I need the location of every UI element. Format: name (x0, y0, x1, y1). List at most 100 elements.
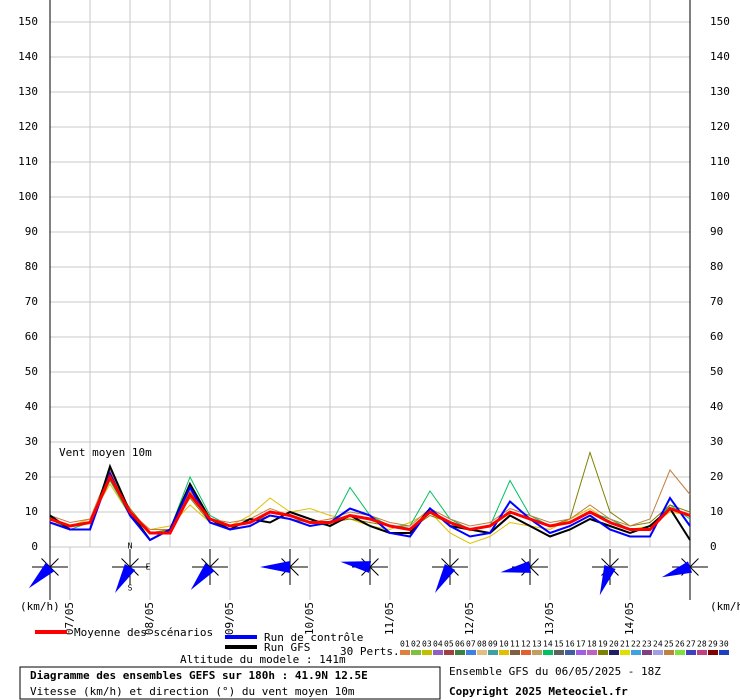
chart-title: Diagramme des ensembles GEFS sur 180h : … (30, 669, 368, 682)
title-box (19, 666, 441, 700)
y-tick-label-right: 120 (710, 120, 730, 133)
perturbation-label: 06 (455, 640, 465, 649)
perturbation-swatch (719, 650, 729, 655)
y-tick-label-right: 100 (710, 190, 730, 203)
compass-label: N (128, 542, 133, 551)
compass-label: E (146, 563, 151, 572)
perturbation-swatch (642, 650, 652, 655)
perturbation-label: 14 (543, 640, 553, 649)
y-tick-label: 0 (31, 540, 38, 553)
y-tick-label: 70 (25, 295, 38, 308)
wind-arrow (500, 561, 532, 573)
unit-left: (km/h) (20, 600, 60, 613)
y-tick-label: 50 (25, 365, 38, 378)
perturbation-label: 07 (466, 640, 476, 649)
perturbation-swatch (554, 650, 564, 655)
perturbation-swatch (565, 650, 575, 655)
perturbation-label: 01 (400, 640, 410, 649)
wind-rose (592, 549, 628, 596)
perturbation-swatch (521, 650, 531, 655)
perturbation-swatch (455, 650, 465, 655)
perturbation-label: 02 (411, 640, 421, 649)
y-tick-label-right: 50 (710, 365, 723, 378)
y-tick-label: 120 (18, 120, 38, 133)
y-tick-label-right: 30 (710, 435, 723, 448)
perturbation-swatch (466, 650, 476, 655)
perturbation-label: 18 (587, 640, 597, 649)
perturbation-label: 26 (675, 640, 685, 649)
wind-arrow (28, 562, 55, 589)
legend-label: Run GFS (264, 641, 310, 654)
perturbation-label: 03 (422, 640, 432, 649)
wind-arrow (260, 561, 290, 573)
y-tick-label: 80 (25, 260, 38, 273)
altitude: Altitude du modele : 141m (180, 653, 346, 666)
wind-arrow (599, 564, 616, 596)
x-tick-label: 12/05 (463, 602, 476, 635)
perturbation-swatch (422, 650, 432, 655)
perturbation-label: 08 (477, 640, 487, 649)
perturbation-swatch (708, 650, 718, 655)
perturbation-label: 23 (642, 640, 652, 649)
y-tick-label: 110 (18, 155, 38, 168)
chart-subtitle: Vitesse (km/h) et direction (°) du vent … (30, 685, 355, 698)
y-tick-label-right: 140 (710, 50, 730, 63)
run-info: Ensemble GFS du 06/05/2025 - 18Z (449, 665, 661, 678)
wind-rose (260, 549, 308, 585)
legend-label: Run de contrôle (264, 631, 363, 644)
y-tick-label: 90 (25, 225, 38, 238)
perturbation-swatch (510, 650, 520, 655)
wind-rose (112, 549, 148, 593)
x-tick-label: 10/05 (303, 602, 316, 635)
perturbation-swatch (620, 650, 630, 655)
perturbation-label: 21 (620, 640, 630, 649)
series-line (49, 470, 691, 542)
perturbation-label: 29 (708, 640, 718, 649)
x-tick-label: 08/05 (143, 602, 156, 635)
y-tick-label-right: 70 (710, 295, 723, 308)
perturbation-label: 10 (499, 640, 509, 649)
copyright: Copyright 2025 Meteociel.fr (449, 685, 628, 698)
wind-arrow (435, 564, 456, 593)
perturbation-swatch (499, 650, 509, 655)
y-tick-label-right: 20 (710, 470, 723, 483)
y-tick-label-right: 0 (710, 540, 717, 553)
perturbation-label: 30 (719, 640, 729, 649)
perturbation-swatch (400, 650, 410, 655)
perturbation-label: 19 (598, 640, 608, 649)
perturbation-label: 24 (653, 640, 663, 649)
y-tick-label-right: 130 (710, 85, 730, 98)
perturbation-label: 12 (521, 640, 531, 649)
x-tick-label: 11/05 (383, 602, 396, 635)
perturbation-swatch (609, 650, 619, 655)
y-tick-label-right: 90 (710, 225, 723, 238)
perturbation-swatch (664, 650, 674, 655)
perturbation-swatch (477, 650, 487, 655)
y-tick-label: 30 (25, 435, 38, 448)
perturbation-swatch (543, 650, 553, 655)
wind-rose (500, 549, 548, 585)
y-tick-label: 40 (25, 400, 38, 413)
perturbation-label: 22 (631, 640, 641, 649)
perturbation-label: 27 (686, 640, 696, 649)
y-tick-label-right: 10 (710, 505, 723, 518)
perturbation-swatch (532, 650, 542, 655)
perturbation-label: 09 (488, 640, 498, 649)
y-tick-label: 10 (25, 505, 38, 518)
x-tick-label: 14/05 (623, 602, 636, 635)
perturbation-swatch (631, 650, 641, 655)
y-tick-label: 140 (18, 50, 38, 63)
y-tick-label: 130 (18, 85, 38, 98)
perturbation-label: 13 (532, 640, 542, 649)
y-tick-label: 150 (18, 15, 38, 28)
wind-arrow (115, 564, 136, 593)
perturbation-label: 16 (565, 640, 575, 649)
y-tick-label-right: 40 (710, 400, 723, 413)
compass-label: S (128, 584, 133, 593)
perturbation-label: 17 (576, 640, 586, 649)
perturbation-label: 11 (510, 640, 520, 649)
wind-rose (432, 549, 468, 593)
y-tick-label-right: 60 (710, 330, 723, 343)
perturbation-swatch (488, 650, 498, 655)
